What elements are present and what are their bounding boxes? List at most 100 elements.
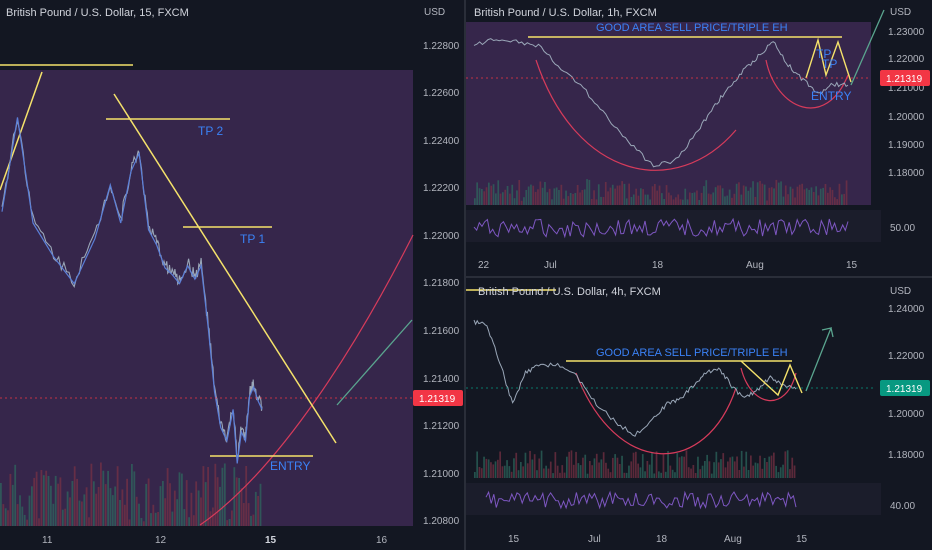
volume-bar <box>782 464 784 478</box>
chart-15m-panel[interactable]: British Pound / U.S. Dollar, 15, FXCM US… <box>0 0 464 550</box>
currency-label: USD <box>424 7 445 18</box>
volume-bar <box>154 512 157 526</box>
volume-bar <box>171 511 174 526</box>
volume-bar <box>2 504 5 526</box>
volume-bar <box>747 190 750 205</box>
volume-bar <box>88 517 90 526</box>
y-tick: 1.19000 <box>888 140 925 151</box>
currency-label: USD <box>890 7 911 18</box>
volume-bar <box>152 504 155 526</box>
y-axis: 1.23000 1.22000 1.21000 1.20000 1.19000 … <box>888 27 925 234</box>
volume-bar <box>488 182 490 205</box>
volume-bar <box>109 488 112 526</box>
volume-bar <box>621 455 623 478</box>
volume-bar <box>801 183 803 205</box>
volume-bar <box>200 497 202 526</box>
x-tick: 15 <box>796 534 808 545</box>
x-tick: Jul <box>588 534 601 545</box>
chart-4h-panel[interactable]: British Pound / U.S. Dollar, 4h, FXCM US… <box>466 278 932 550</box>
chart-1h[interactable]: British Pound / U.S. Dollar, 1h, FXCM US… <box>466 0 932 276</box>
volume-bar <box>522 466 524 478</box>
volume-bar <box>721 188 724 205</box>
volume-bar <box>537 189 539 205</box>
volume-bar <box>4 508 7 526</box>
y-tick: 1.22000 <box>888 351 925 362</box>
volume-bar <box>766 462 768 478</box>
x-tick: Aug <box>746 260 764 271</box>
volume-bar <box>697 456 699 478</box>
volume-bar <box>710 194 712 205</box>
price-line <box>473 38 849 168</box>
volume-bar <box>743 466 745 478</box>
panel-divider[interactable] <box>466 276 932 278</box>
volume-bar <box>38 518 40 526</box>
entry-zigzag <box>805 37 852 83</box>
volume-bar <box>752 465 754 478</box>
volume-bar <box>780 181 782 205</box>
volume-bar <box>85 487 88 526</box>
y-tick: 1.22800 <box>423 41 460 52</box>
chart-1h-panel[interactable]: British Pound / U.S. Dollar, 1h, FXCM US… <box>466 0 932 276</box>
volume-bar <box>228 519 231 526</box>
y-tick: 1.22400 <box>423 136 460 147</box>
volume-bar <box>646 461 649 478</box>
volume-bar <box>727 461 729 478</box>
volume-bar <box>114 486 117 526</box>
chart-15m[interactable]: British Pound / U.S. Dollar, 15, FXCM US… <box>0 0 464 550</box>
volume-bar <box>642 189 644 205</box>
volume-bar <box>694 473 697 478</box>
currency-label: USD <box>890 286 911 297</box>
volume-bar <box>590 199 593 205</box>
volume-bar <box>679 199 682 205</box>
volume-bar <box>485 458 488 478</box>
volume-bar <box>701 465 704 478</box>
volume-bar <box>223 463 226 526</box>
volume-bar <box>793 465 796 478</box>
volume-bar <box>625 472 628 478</box>
volume-bar <box>494 461 497 478</box>
volume-bar <box>745 186 747 205</box>
y-tick: 1.21600 <box>423 326 460 337</box>
volume-bar <box>588 179 591 205</box>
tp-label-2: TP <box>822 57 837 71</box>
volume-bar <box>250 515 252 526</box>
volume-bar <box>605 462 607 478</box>
volume-bar <box>724 196 726 205</box>
volume-bar <box>692 465 695 478</box>
volume-bar <box>754 462 757 478</box>
y-tick: 1.22000 <box>423 231 460 242</box>
y-tick: 1.18000 <box>888 168 925 179</box>
volume-bar <box>157 512 159 526</box>
volume-bar <box>724 467 727 478</box>
volume-bar <box>775 465 777 478</box>
volume-bar <box>540 450 543 478</box>
y-tick: 1.20000 <box>888 409 925 420</box>
volume-bar <box>635 451 637 478</box>
panel-divider[interactable] <box>464 0 466 550</box>
volume-bar <box>706 454 708 478</box>
volume-bar <box>740 194 743 205</box>
chart-4h[interactable]: British Pound / U.S. Dollar, 4h, FXCM US… <box>466 278 932 550</box>
volume-bar <box>531 459 534 478</box>
volume-bar <box>768 456 771 478</box>
volume-bar <box>681 456 683 478</box>
cup-curve-small <box>740 367 797 402</box>
volume-bar <box>731 456 734 478</box>
volume-bar <box>483 456 485 478</box>
volume-bar <box>644 194 647 205</box>
volume-bar <box>655 451 658 478</box>
y-tick: 1.23000 <box>888 27 925 38</box>
volume-bar <box>831 189 834 205</box>
x-tick: 15 <box>265 535 277 546</box>
volume-bar <box>786 450 789 478</box>
volume-bar <box>76 478 78 526</box>
volume-bar <box>710 473 713 478</box>
volume-bar <box>604 182 607 205</box>
volume-bar <box>735 183 738 205</box>
volume-bar <box>667 451 669 478</box>
volume-bar <box>45 470 48 526</box>
volume-bar <box>704 461 706 478</box>
volume-bar <box>784 451 787 478</box>
volume-bar <box>708 461 711 478</box>
volume-bar <box>503 465 506 478</box>
